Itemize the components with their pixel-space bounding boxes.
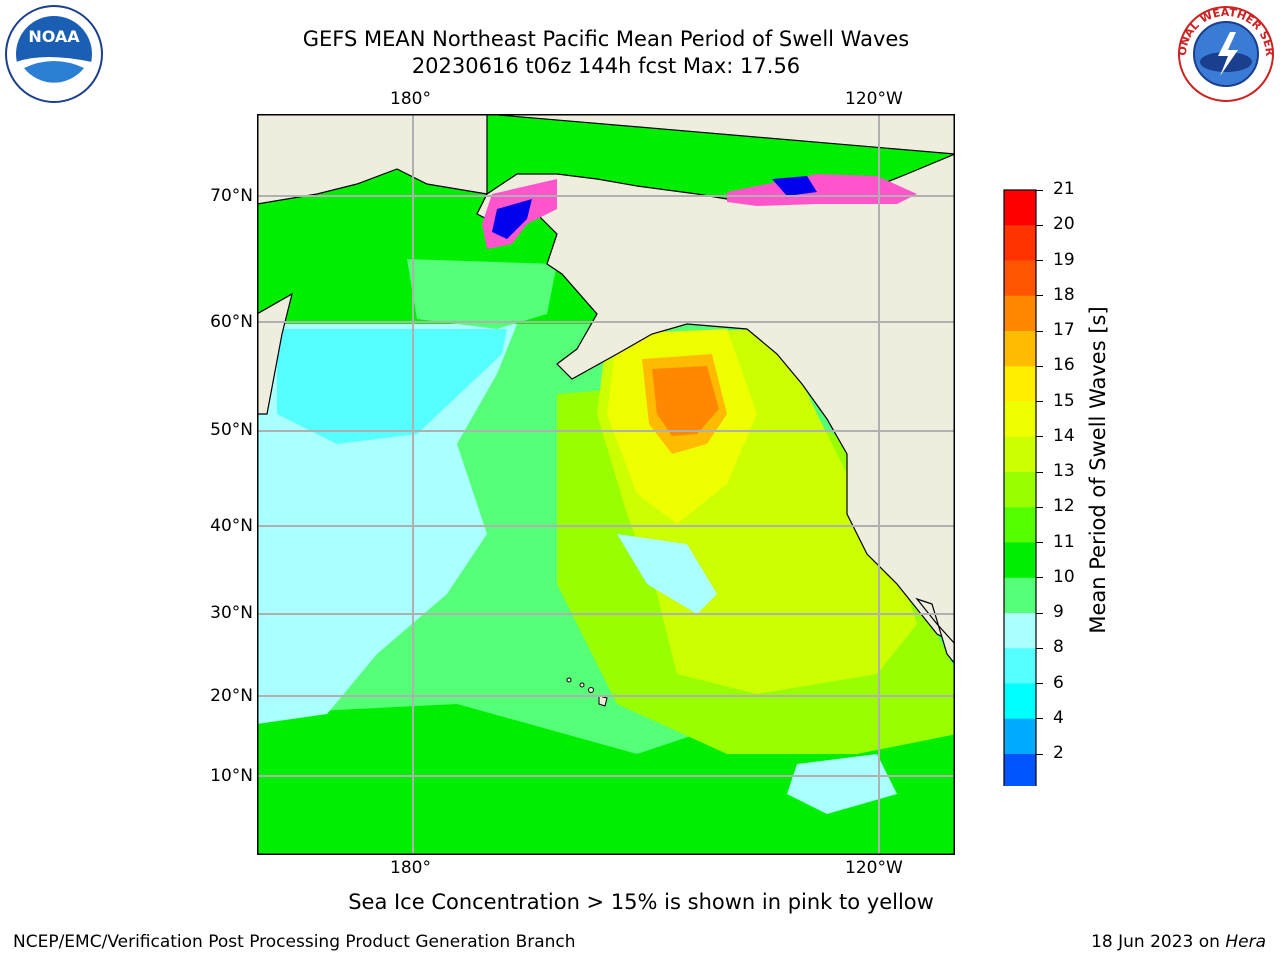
colorbar-segment <box>1004 331 1036 367</box>
colorbar-tick-label: 20 <box>1053 214 1075 235</box>
colorbar-tick-mark <box>1036 330 1043 332</box>
colorbar-segment <box>1004 401 1036 438</box>
colorbar-tick-label: 13 <box>1053 461 1075 481</box>
lat-label-40n: 40°N <box>210 516 253 536</box>
colorbar-title: Mean Period of Swell Waves [s] <box>1086 306 1110 634</box>
colorbar-tick-mark <box>1036 436 1043 438</box>
colorbar-tick-mark <box>1036 542 1043 544</box>
colorbar-tick-label: 21 <box>1053 179 1075 199</box>
colorbar-tick-mark <box>1036 683 1043 685</box>
sea-ice-beaufort <box>727 174 917 206</box>
colorbar-tick-mark <box>1036 295 1043 297</box>
colorbar-tick-label: 10 <box>1053 566 1075 587</box>
colorbar-segment <box>1004 507 1036 543</box>
colorbar-segment <box>1004 472 1036 508</box>
lat-label-50n: 50°N <box>210 420 253 440</box>
colorbar-segment <box>1004 260 1036 297</box>
lat-label-30n: 30°N <box>210 603 253 623</box>
colorbar-tick-mark <box>1036 365 1043 367</box>
map-panel <box>257 114 955 855</box>
swell-zone-6-8-north <box>277 329 507 444</box>
island-hawaii-3 <box>588 687 594 693</box>
colorbar-tick-mark <box>1036 612 1043 614</box>
colorbar-tick-label: 19 <box>1053 249 1075 270</box>
swell-zone-17-18 <box>652 366 719 436</box>
colorbar-tick-label: 15 <box>1053 390 1075 411</box>
colorbar-tick-mark <box>1036 647 1043 649</box>
colorbar-segment <box>1004 754 1036 786</box>
lat-label-10n: 10°N <box>210 766 253 786</box>
land-kamchatka <box>257 292 293 415</box>
colorbar-segment <box>1004 577 1036 614</box>
colorbar-tick-mark <box>1036 224 1043 226</box>
colorbar-tick-label: 11 <box>1053 531 1075 552</box>
land-baja <box>915 597 955 665</box>
colorbar <box>1003 189 1037 786</box>
noaa-logo-text: NOAA <box>28 27 80 46</box>
colorbar-tick-label: 9 <box>1053 602 1064 622</box>
map-frame <box>257 114 955 855</box>
nws-logo: NATIONAL WEATHER SERVICE <box>1176 4 1276 102</box>
island-hawaii-2 <box>579 682 585 688</box>
sea-ice-beaufort-core <box>772 176 817 196</box>
lat-label-20n: 20°N <box>210 686 253 706</box>
swell-zone-9-10-central <box>617 534 717 614</box>
colorbar-frame <box>1003 189 1037 786</box>
colorbar-segment <box>1004 436 1036 473</box>
lat-label-70n: 70°N <box>210 186 253 206</box>
swell-zone-bering <box>407 259 557 329</box>
colorbar-segment <box>1004 613 1036 649</box>
colorbar-tick-mark <box>1036 401 1043 403</box>
colorbar-segment <box>1004 648 1036 684</box>
colorbar-tick-mark <box>1036 753 1043 755</box>
chart-title: GEFS MEAN Northeast Pacific Mean Period … <box>302 27 910 51</box>
footer-machine: Hera <box>1225 932 1266 952</box>
footer-credit: NCEP/EMC/Verification Post Processing Pr… <box>13 932 576 952</box>
colorbar-tick-mark <box>1036 506 1043 508</box>
colorbar-tick-mark <box>1036 718 1043 720</box>
colorbar-tick-label: 6 <box>1053 672 1064 693</box>
lat-label-60n: 60°N <box>210 312 253 332</box>
sea-ice-note: Sea Ice Concentration > 15% is shown in … <box>348 890 934 914</box>
colorbar-tick-mark <box>1036 577 1043 579</box>
land-north-america <box>476 114 955 645</box>
footer-date-text: 18 Jun 2023 on <box>1091 932 1226 952</box>
chart-subtitle: 20230616 t06z 144h fcst Max: 17.56 <box>411 54 801 78</box>
noaa-logo: NOAA <box>5 5 103 103</box>
sea-ice-chukchi-core <box>492 199 532 239</box>
island-hawaii-big <box>598 695 608 707</box>
footer-date: 18 Jun 2023 on Hera <box>1091 932 1266 952</box>
colorbar-tick-label: 8 <box>1053 637 1064 658</box>
colorbar-segment <box>1004 190 1036 226</box>
island-hawaii-1 <box>566 677 572 683</box>
lon-label-top-180: 180° <box>390 89 431 109</box>
colorbar-tick-mark <box>1036 471 1043 473</box>
swell-zone-8-9-south <box>787 754 897 814</box>
map-gridlines <box>257 114 955 855</box>
colorbar-tick-mark <box>1036 189 1043 191</box>
colorbar-segment <box>1004 366 1036 402</box>
colorbar-tick-label: 16 <box>1053 355 1075 376</box>
colorbar-segment <box>1004 683 1036 720</box>
colorbar-tick-label: 14 <box>1053 425 1075 446</box>
colorbar-segment <box>1004 295 1036 332</box>
colorbar-segment <box>1004 225 1036 261</box>
colorbar-tick-mark <box>1036 260 1043 262</box>
colorbar-tick-label: 18 <box>1053 284 1075 305</box>
lon-label-top-120w: 120°W <box>845 89 903 109</box>
colorbar-tick-label: 4 <box>1053 707 1064 728</box>
colorbar-tick-label: 17 <box>1053 320 1075 340</box>
land-siberia <box>257 114 488 205</box>
colorbar-segment <box>1004 542 1036 579</box>
colorbar-tick-label: 12 <box>1053 496 1075 517</box>
lon-label-bottom-180: 180° <box>390 858 431 878</box>
lon-label-bottom-120w: 120°W <box>845 858 903 878</box>
colorbar-segment <box>1004 718 1036 755</box>
colorbar-tick-label: 2 <box>1053 743 1064 763</box>
